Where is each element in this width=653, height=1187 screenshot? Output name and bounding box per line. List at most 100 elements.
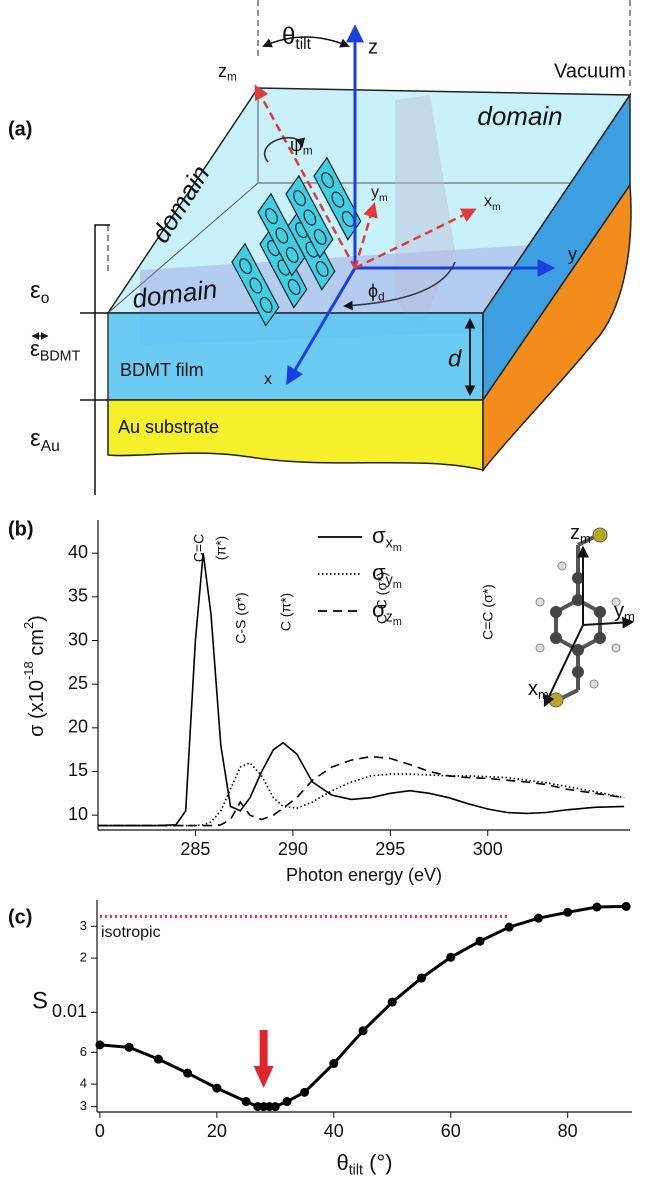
- axis-label: zm: [218, 61, 237, 84]
- inset-axis-label: zm: [570, 522, 591, 546]
- axis-label: z: [368, 36, 378, 58]
- y-tick-label: 35: [68, 586, 88, 606]
- data-point: [154, 1055, 163, 1064]
- reference-label: isotropic: [101, 924, 161, 941]
- legend-label: σxm: [372, 523, 402, 554]
- data-point: [271, 1102, 280, 1111]
- y-tick-label: 30: [68, 629, 88, 649]
- inset-axis-label: xm: [528, 678, 549, 702]
- angle-label-part: tilt: [295, 36, 311, 53]
- data-point: [622, 902, 631, 911]
- data-point: [592, 903, 601, 912]
- highlight-arrow: [254, 1030, 274, 1088]
- angle-label-part: ϕ: [368, 281, 378, 301]
- y-axis-label-part: ): [26, 615, 48, 622]
- permittivity-label: εo: [30, 277, 50, 307]
- x-axis-label-part: (°): [363, 1150, 393, 1175]
- peak-annotation: C-S (σ*): [233, 592, 249, 643]
- data-point: [534, 914, 543, 923]
- data-point: [359, 1026, 368, 1035]
- y-tick-label: 40: [68, 542, 88, 562]
- y-tick-label: 2: [80, 950, 87, 965]
- permittivity-label-part: BDMT: [40, 348, 81, 364]
- legend-label-part: σ: [372, 523, 386, 548]
- x-tick-label: 60: [441, 1121, 461, 1141]
- axis-label-part: m: [379, 193, 388, 204]
- permittivity-label: εBDMT: [30, 336, 81, 365]
- x-tick-label: 290: [278, 839, 308, 859]
- angle-label-part: θ: [282, 23, 295, 50]
- data-point: [242, 1097, 251, 1106]
- axis-label-part: m: [227, 70, 237, 83]
- angle-label: θtilt: [282, 23, 312, 53]
- x-axis-label-part: tilt: [349, 1162, 363, 1178]
- panel-label: (c): [8, 906, 32, 928]
- y-tick-label: 4: [80, 1076, 87, 1091]
- x-axis-label-part: θ: [336, 1150, 348, 1175]
- x-tick-label: 20: [207, 1121, 227, 1141]
- data-point: [505, 923, 514, 932]
- permittivity-label-part: ε: [30, 277, 41, 304]
- x-tick-label: 295: [375, 839, 405, 859]
- axis-label-part: z: [218, 61, 227, 81]
- x-axis-label: Photon energy (eV): [286, 865, 442, 885]
- y-axis-label: S: [32, 987, 48, 1014]
- peak-annotation: (π*): [213, 536, 229, 560]
- y-tick-label: 25: [68, 673, 88, 693]
- axis-label-part: m: [492, 202, 501, 213]
- figure: (a) z Vacuum domain domain domain y x d …: [0, 0, 653, 1187]
- inset-axis-label: ym: [614, 600, 635, 624]
- y-tick-label: 3: [80, 1098, 87, 1113]
- series-line: [98, 763, 624, 826]
- permittivity-label-part: ε: [30, 425, 41, 452]
- y-tick-label: 20: [68, 717, 88, 737]
- y-tick-label: 10: [68, 804, 88, 824]
- data-point: [563, 908, 572, 917]
- data-point: [475, 937, 484, 946]
- x-tick-label: 300: [473, 839, 503, 859]
- data-point: [212, 1084, 221, 1093]
- axis-label-part: x: [484, 193, 492, 210]
- axis-label: y: [568, 244, 577, 264]
- film-front: [108, 313, 483, 400]
- angle-label-part: ψ: [290, 135, 303, 155]
- domain-label: domain: [477, 101, 562, 131]
- permittivity-label-part: ε: [30, 336, 40, 361]
- inset-axis-label-part: m: [580, 531, 591, 546]
- data-point: [125, 1043, 134, 1052]
- layer-label: BDMT film: [120, 360, 204, 380]
- series-line: [98, 757, 624, 826]
- y-axis-label: σ (x10-18 cm2): [21, 615, 48, 737]
- x-tick-label: 40: [324, 1121, 344, 1141]
- inset-axis-label-part: x: [528, 678, 538, 700]
- panel-label: (b): [8, 518, 34, 540]
- inset-axis-label-part: y: [614, 600, 624, 622]
- data-point: [183, 1069, 192, 1078]
- panel-label: (a): [8, 118, 32, 140]
- data-point: [329, 1059, 338, 1068]
- data-point: [417, 974, 426, 983]
- region-label: Vacuum: [554, 60, 626, 82]
- y-tick-label: 6: [80, 1044, 87, 1059]
- y-tick-label: 15: [68, 760, 88, 780]
- legend-label-part: m: [393, 542, 402, 554]
- x-axis-label: θtilt (°): [336, 1150, 392, 1179]
- axis-label-part: y: [371, 184, 379, 201]
- inset-axis-label-part: m: [538, 687, 549, 702]
- x-tick-label: 285: [180, 839, 210, 859]
- series-line: [100, 906, 626, 1106]
- data-point: [446, 953, 455, 962]
- y-tick-label: 0.01: [52, 1001, 87, 1021]
- data-point: [95, 1040, 104, 1049]
- permittivity-label-part: Au: [41, 438, 60, 455]
- legend-label-part: m: [393, 579, 402, 591]
- slab-diagram: (a) z Vacuum domain domain domain y x d …: [8, 0, 631, 495]
- peak-annotation: C=C (σ*): [480, 584, 496, 640]
- legend-label-part: m: [393, 616, 402, 628]
- y-axis-label-part: 2: [21, 622, 36, 629]
- permittivity-label: εAu: [30, 425, 60, 455]
- angle-label-part: d: [378, 290, 385, 303]
- legend-label-part: x: [386, 535, 393, 551]
- data-point: [300, 1088, 309, 1097]
- axis-label: x: [264, 371, 272, 388]
